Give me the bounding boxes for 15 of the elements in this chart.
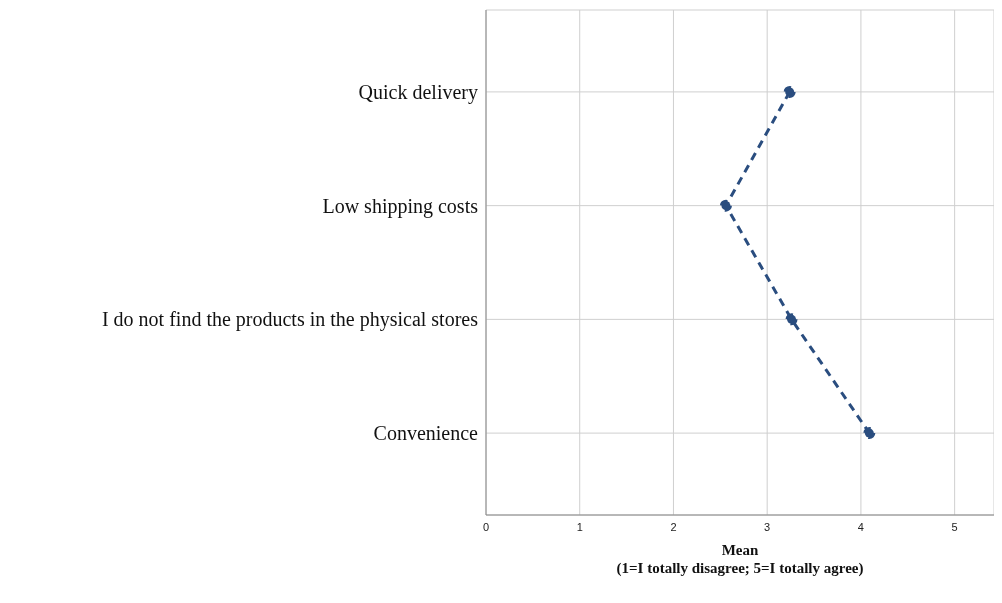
x-tick-label: 3 bbox=[764, 520, 771, 533]
x-axis-title: Mean (1=I totally disagree; 5=I totally agree) bbox=[616, 542, 864, 577]
x-tick-label: 4 bbox=[857, 520, 864, 533]
y-tick-label: Convenience bbox=[373, 422, 479, 445]
x-tick-label: 2 bbox=[670, 520, 677, 533]
point bbox=[719, 199, 732, 212]
y-tick-label: Quick delivery bbox=[358, 80, 478, 104]
point bbox=[863, 427, 876, 440]
point bbox=[785, 313, 798, 326]
point bbox=[783, 85, 796, 98]
x-tick-label: 0 bbox=[482, 520, 490, 533]
x-tick-label: 1 bbox=[576, 520, 583, 533]
x-tick-label: 5 bbox=[951, 520, 958, 533]
y-tick-label: Low shipping costs bbox=[322, 194, 479, 218]
y-tick-label: I do not find the products in the physical stores bbox=[101, 308, 479, 332]
